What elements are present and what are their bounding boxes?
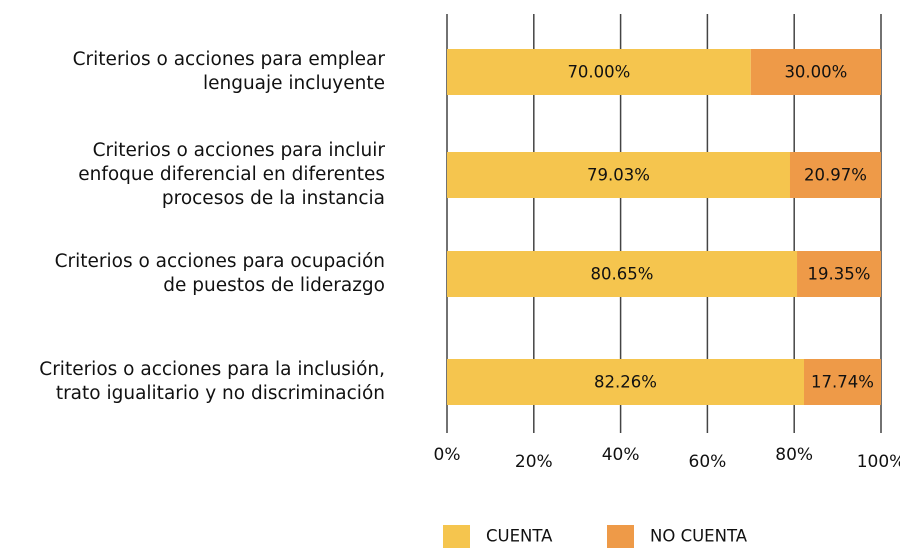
bar-segment [447,49,751,95]
value-label: 20.97% [804,166,867,185]
x-tick-label: 20% [515,452,553,472]
category-label: Criterios o acciones para incluir enfoqu… [78,140,385,209]
category-label: Criterios o acciones para la inclusión, … [39,359,385,404]
value-label: 70.00% [567,63,630,82]
legend-label: NO CUENTA [650,527,748,546]
value-label: 17.74% [811,373,874,392]
x-tick-label: 80% [775,445,813,465]
bar-segment [804,359,881,405]
value-label: 79.03% [587,166,650,185]
bar-segment [447,152,790,198]
bar-segment [789,152,881,198]
category-label: Criterios o acciones para emplear lengua… [72,49,385,94]
value-label: 30.00% [784,63,847,82]
bar-segment [447,251,798,297]
bar-segment [750,49,881,95]
category-label: Criterios o acciones para ocupación de p… [54,251,385,296]
x-tick-label: 40% [602,445,640,465]
x-tick-label: 60% [689,452,727,472]
x-tick-label: 100% [857,452,900,472]
x-tick-label: 0% [434,445,461,465]
legend-swatch [607,525,634,548]
value-label: 19.35% [808,265,871,284]
bar-segment [447,359,805,405]
value-label: 80.65% [591,265,654,284]
bar-segment [797,251,881,297]
value-label: 82.26% [594,373,657,392]
legend-label: CUENTA [486,527,553,546]
legend-swatch [443,525,470,548]
